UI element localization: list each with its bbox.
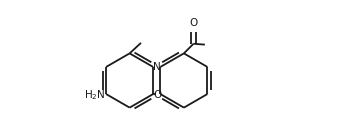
Text: H$_2$N: H$_2$N	[84, 88, 105, 102]
Text: O: O	[189, 18, 198, 28]
Text: N: N	[153, 62, 161, 72]
Text: O: O	[153, 90, 162, 100]
